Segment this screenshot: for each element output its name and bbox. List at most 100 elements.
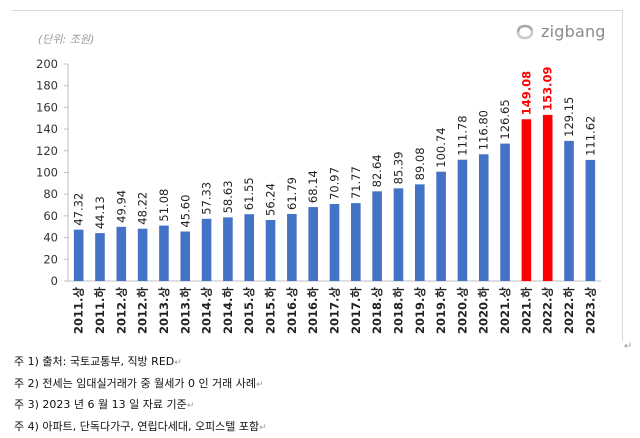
bar — [522, 119, 532, 281]
y-tick-label: 60 — [43, 209, 58, 223]
bar — [95, 233, 105, 281]
bar — [415, 184, 425, 281]
data-label: 61.79 — [285, 177, 299, 210]
bar — [266, 220, 276, 281]
footnotes: 주 1) 출처: 국토교통부, 직방 RED↵ 주 2) 전세는 임대실거래가 … — [14, 352, 267, 438]
bar — [223, 217, 233, 281]
x-tick-label: 2015.하 — [264, 287, 278, 334]
bar — [458, 160, 468, 281]
return-mark: ↵ — [187, 401, 195, 411]
bar — [117, 227, 127, 281]
bar — [180, 232, 190, 281]
bar — [308, 207, 318, 281]
x-tick-label: 2011.하 — [93, 287, 107, 334]
x-tick-label: 2022.상 — [541, 287, 555, 334]
x-tick-label: 2020.상 — [455, 287, 469, 334]
bar — [394, 188, 404, 281]
x-tick-label: 2016.하 — [306, 287, 320, 334]
bar — [138, 229, 148, 281]
data-label: 153.09 — [541, 67, 555, 111]
footnote-text: 주 3) 2023 년 6 월 13 일 자료 기준 — [14, 398, 187, 411]
x-tick-label: 2017.상 — [328, 287, 342, 334]
x-tick-label: 2016.상 — [285, 287, 299, 334]
data-label: 68.14 — [306, 170, 320, 203]
bar — [330, 204, 340, 281]
data-label: 47.32 — [72, 193, 86, 226]
data-label: 56.24 — [264, 183, 278, 216]
data-label: 45.60 — [178, 195, 192, 228]
y-tick-label: 160 — [36, 100, 58, 114]
data-label: 129.15 — [562, 97, 576, 137]
bar — [372, 191, 382, 281]
x-tick-label: 2015.상 — [242, 287, 256, 334]
bar-chart: 0 20 40 60 80 100 120 140 160 180 200 47.32 2011.상 44… — [0, 0, 640, 345]
x-tick-label: 2023.상 — [583, 287, 597, 334]
x-tick-label: 2019.하 — [434, 287, 448, 334]
bar — [586, 160, 596, 281]
y-tick-label: 140 — [36, 122, 58, 136]
y-tick-label: 20 — [43, 252, 58, 266]
x-tick-label: 2017.하 — [349, 287, 363, 334]
x-tick-label: 2012.하 — [136, 287, 150, 334]
x-tick-label: 2018.하 — [391, 287, 405, 334]
return-mark: ↵ — [259, 423, 267, 433]
data-label: 48.22 — [136, 192, 150, 225]
footnote-text: 주 4) 아파트, 단독다가구, 연립다세대, 오피스텔 포함 — [14, 420, 259, 433]
return-mark: ↵ — [174, 358, 182, 368]
footnote: 주 1) 출처: 국토교통부, 직방 RED↵ — [14, 352, 267, 374]
x-tick-label: 2019.상 — [413, 287, 427, 334]
x-tick-label: 2021.하 — [519, 287, 533, 334]
bar — [436, 172, 446, 281]
bar — [351, 203, 361, 281]
footnote: 주 2) 전세는 임대실거래가 중 월세가 0 인 거래 사례↵ — [14, 374, 267, 396]
bar — [202, 219, 212, 281]
data-label: 111.62 — [583, 116, 597, 156]
y-tick-label: 100 — [36, 166, 58, 180]
x-tick-label: 2011.상 — [72, 287, 86, 334]
return-mark: ↵ — [256, 380, 264, 390]
data-label: 71.77 — [349, 166, 363, 199]
data-label: 44.13 — [93, 196, 107, 229]
data-label: 149.08 — [519, 71, 533, 115]
x-tick-label: 2020.하 — [477, 287, 491, 334]
bar — [564, 141, 574, 281]
y-tick-label: 80 — [43, 187, 58, 201]
footnote: 주 3) 2023 년 6 월 13 일 자료 기준↵ — [14, 395, 267, 417]
data-label: 49.94 — [114, 190, 128, 223]
bar — [159, 226, 169, 281]
data-label: 51.08 — [157, 189, 171, 222]
x-tick-label: 2013.상 — [157, 287, 171, 334]
y-tick-label: 200 — [36, 57, 58, 71]
bar — [543, 115, 553, 281]
data-label: 126.65 — [498, 99, 512, 139]
data-label: 82.64 — [370, 154, 384, 187]
x-tick-label: 2012.상 — [114, 287, 128, 334]
return-mark: ↵ — [624, 341, 632, 352]
x-tick-label: 2021.상 — [498, 287, 512, 334]
bar — [74, 230, 84, 281]
data-label: 89.08 — [413, 147, 427, 180]
y-tick-label: 180 — [36, 79, 58, 93]
x-tick-label: 2014.하 — [221, 287, 235, 334]
y-tick-label: 0 — [51, 274, 58, 288]
data-label: 116.80 — [477, 110, 491, 150]
data-label: 100.74 — [434, 127, 448, 167]
bar — [287, 214, 297, 281]
data-label: 61.55 — [242, 177, 256, 210]
x-tick-label: 2014.상 — [200, 287, 214, 334]
data-label: 57.33 — [200, 182, 214, 215]
footnote: 주 4) 아파트, 단독다가구, 연립다세대, 오피스텔 포함↵ — [14, 417, 267, 438]
x-tick-label: 2018.상 — [370, 287, 384, 334]
data-label: 85.39 — [391, 151, 405, 184]
bar — [479, 154, 489, 281]
footnote-text: 주 2) 전세는 임대실거래가 중 월세가 0 인 거래 사례 — [14, 377, 256, 390]
y-tick-label: 120 — [36, 144, 58, 158]
x-tick-label: 2013.하 — [178, 287, 192, 334]
bar — [244, 214, 254, 281]
bar — [500, 144, 510, 281]
data-label: 111.78 — [455, 115, 469, 155]
data-label: 58.63 — [221, 180, 235, 213]
y-tick-label: 40 — [43, 231, 58, 245]
data-label: 70.97 — [328, 167, 342, 200]
footnote-text: 주 1) 출처: 국토교통부, 직방 RED — [14, 355, 174, 368]
